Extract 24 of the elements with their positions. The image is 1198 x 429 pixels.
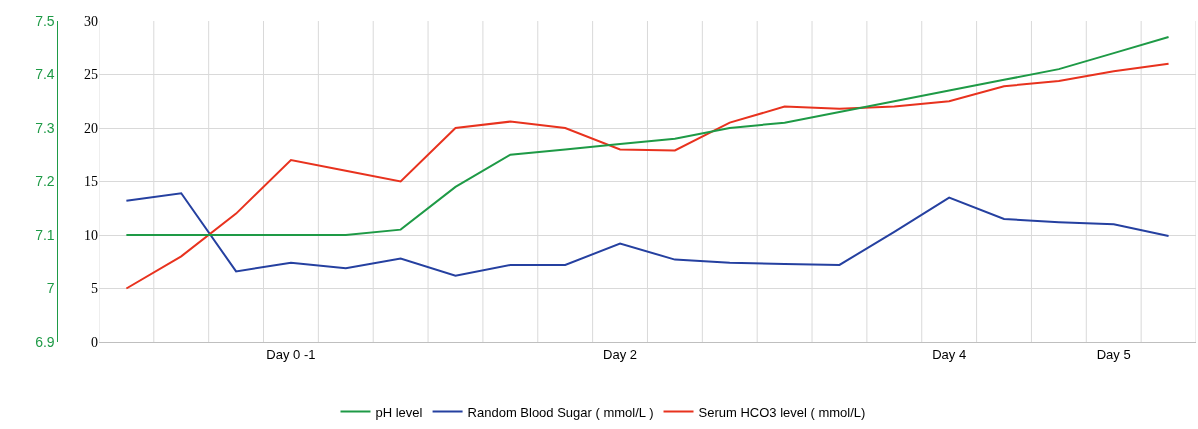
y-tick-label: 15 [83, 174, 98, 190]
y2-tick-label: 7.5 [35, 12, 55, 29]
y-tick-label: 25 [83, 67, 98, 83]
y-tick-label: 20 [83, 120, 98, 136]
line-series [125, 62, 1170, 290]
y2-tick-label: 7.1 [35, 226, 55, 243]
x-tick-label: Day 4 [932, 346, 967, 362]
y2-tick-label: 7.4 [35, 66, 55, 83]
y-tick-label: 0 [90, 334, 98, 350]
y2-tick-label: 7.2 [35, 173, 55, 190]
legend-label: pH level [375, 404, 423, 420]
x-tick-label: Day 0 -1 [266, 346, 316, 362]
x-tick-label: Day 5 [1096, 346, 1131, 362]
y2-tick-label: 7.3 [35, 119, 55, 136]
legend-label: Random Blood Sugar ( mmol/L ) [467, 404, 654, 420]
line-series [125, 192, 1170, 277]
y2-tick-label: 7 [46, 280, 55, 297]
line-series [125, 36, 1170, 236]
legend-label: Serum HCO3 level ( mmol/L) [698, 404, 866, 420]
x-tick-label: Day 2 [603, 346, 638, 362]
y2-tick-label: 6.9 [35, 333, 55, 350]
y-tick-label: 30 [83, 13, 98, 29]
y-tick-label: 10 [83, 227, 98, 243]
y-tick-label: 5 [90, 281, 98, 297]
